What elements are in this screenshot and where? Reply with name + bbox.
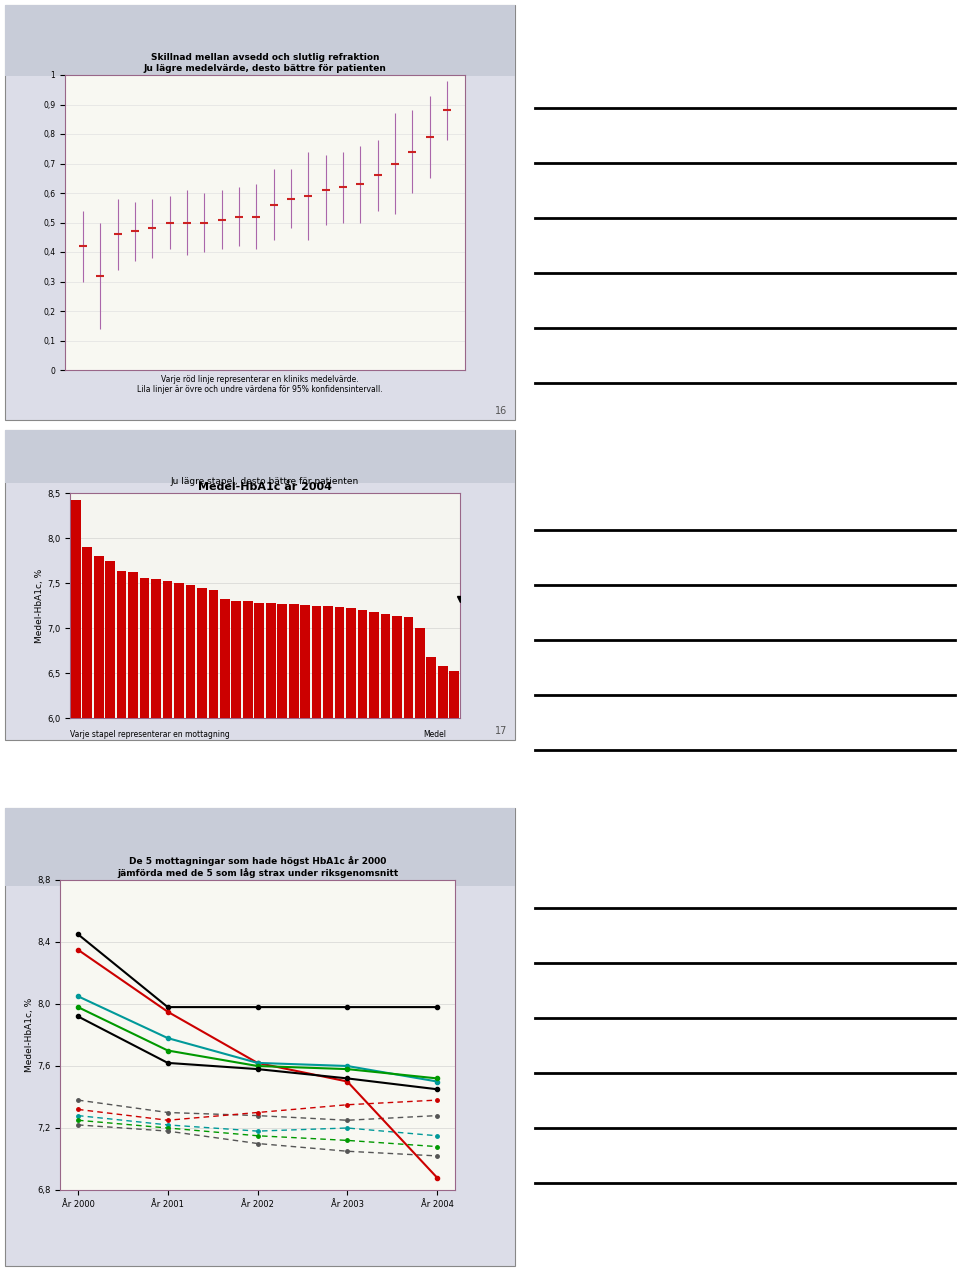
Bar — [140, 578, 150, 1258]
Bar — [5, 808, 515, 886]
Bar — [231, 601, 241, 1258]
Title: De 5 mottagningar som hade högst HbA1c år 2000
jämförda med de 5 som låg strax u: De 5 mottagningar som hade högst HbA1c å… — [117, 857, 398, 878]
Bar — [5, 5, 515, 75]
Text: Barn- och ungdomsdiabetes: Barn- och ungdomsdiabetes — [139, 494, 380, 509]
Bar — [174, 583, 184, 1258]
Bar — [117, 572, 127, 1258]
Bar — [5, 808, 515, 1267]
Bar — [392, 616, 402, 1258]
Bar — [403, 617, 413, 1258]
Bar — [347, 608, 356, 1258]
Text: 16: 16 — [494, 406, 507, 416]
Bar — [129, 572, 138, 1258]
Bar — [185, 584, 195, 1258]
Bar — [243, 601, 252, 1258]
Text: Varje röd linje representerar en kliniks medelvärde.
Lila linjer är övre och und: Varje röd linje representerar en kliniks… — [137, 376, 383, 395]
Bar — [5, 430, 515, 482]
Bar — [312, 606, 322, 1258]
Bar — [197, 588, 206, 1258]
Bar — [83, 547, 92, 1258]
Text: Ju lägre stapel, desto bättre för patienten: Ju lägre stapel, desto bättre för patien… — [171, 477, 359, 486]
Bar — [426, 657, 436, 1258]
Bar — [438, 666, 447, 1258]
Bar — [449, 671, 459, 1258]
Bar — [94, 556, 104, 1258]
Bar — [151, 579, 161, 1258]
Bar — [266, 603, 276, 1258]
Bar — [289, 603, 299, 1258]
Bar — [208, 591, 218, 1258]
Y-axis label: Medel-HbA1c, %: Medel-HbA1c, % — [25, 998, 35, 1072]
Y-axis label: Medel-HbA1c, %: Medel-HbA1c, % — [36, 568, 44, 643]
Text: Medel: Medel — [423, 729, 446, 740]
Bar — [254, 603, 264, 1258]
Title: Medel-HbA1c år 2004: Medel-HbA1c år 2004 — [198, 482, 332, 493]
Bar — [106, 560, 115, 1258]
Bar — [5, 430, 515, 740]
Title: Skillnad mellan avsedd och slutlig refraktion
Ju lägre medelvärde, desto bättre : Skillnad mellan avsedd och slutlig refra… — [144, 53, 387, 73]
Bar — [380, 614, 391, 1258]
Bar — [369, 612, 379, 1258]
Bar — [220, 600, 229, 1258]
Bar — [71, 500, 81, 1258]
Text: Varje stapel representerar en mottagning: Varje stapel representerar en mottagning — [70, 729, 229, 740]
Text: Gråstarrsoperationer: Gråstarrsoperationer — [169, 92, 351, 109]
Bar — [415, 628, 424, 1258]
Text: 17: 17 — [494, 726, 507, 736]
Bar — [300, 605, 310, 1258]
Bar — [162, 582, 173, 1258]
Bar — [324, 606, 333, 1258]
Text: Barn- och ungdomsdiabetes: Barn- och ungdomsdiabetes — [139, 906, 380, 920]
Bar — [335, 607, 345, 1258]
Bar — [277, 603, 287, 1258]
Bar — [5, 5, 515, 420]
Bar — [358, 610, 368, 1258]
